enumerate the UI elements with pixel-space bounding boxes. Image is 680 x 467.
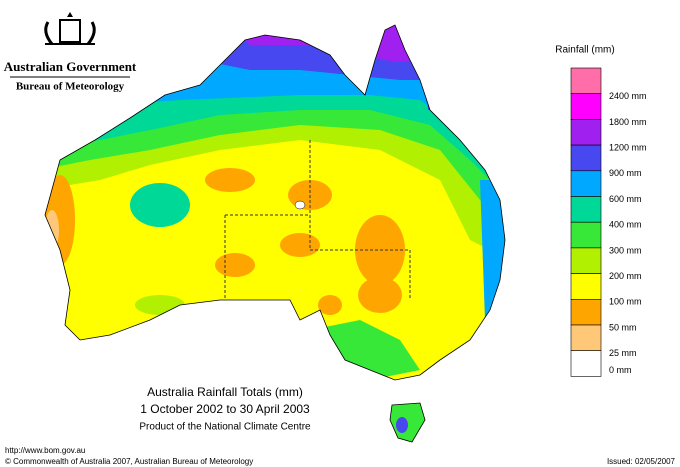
legend-label: 300 mm bbox=[609, 245, 642, 255]
map-period: 1 October 2002 to 30 April 2003 bbox=[140, 402, 310, 416]
legend-label: 600 mm bbox=[609, 194, 642, 204]
legend-swatch bbox=[570, 170, 602, 197]
coastline bbox=[44, 24, 506, 381]
map-title: Australia Rainfall Totals (mm) bbox=[147, 385, 303, 399]
legend-title: Rainfall (mm) bbox=[555, 45, 614, 56]
legend-swatch bbox=[570, 196, 602, 223]
legend-swatch bbox=[570, 247, 602, 274]
legend-swatch bbox=[570, 298, 602, 326]
legend-label: 200 mm bbox=[609, 271, 642, 281]
footer-copyright: © Commonwealth of Australia 2007, Austra… bbox=[5, 457, 253, 466]
legend-label: 2400 mm bbox=[609, 91, 647, 101]
legend-swatch bbox=[570, 324, 602, 352]
legend-swatch bbox=[570, 273, 602, 300]
legend-swatch bbox=[570, 119, 602, 146]
footer-url: http://www.bom.gov.au bbox=[5, 446, 85, 455]
bureau-name: Bureau of Meteorology bbox=[16, 81, 125, 93]
legend: 2400 mm 1800 mm 1200 mm 900 mm 600 mm 400 mm 3… bbox=[570, 67, 647, 377]
footer-issued: Issued: 02/05/2007 bbox=[607, 457, 676, 466]
legend-swatch bbox=[570, 67, 602, 95]
legend-label: 0 mm bbox=[609, 365, 632, 375]
coat-of-arms bbox=[44, 12, 96, 45]
legend-swatch bbox=[570, 350, 602, 377]
legend-label: 1200 mm bbox=[609, 142, 647, 152]
legend-label: 1800 mm bbox=[609, 117, 647, 127]
legend-label: 400 mm bbox=[609, 220, 642, 230]
legend-swatch bbox=[570, 221, 602, 249]
legend-label: 100 mm bbox=[609, 297, 642, 307]
legend-label: 50 mm bbox=[609, 322, 637, 332]
legend-label: 25 mm bbox=[609, 348, 637, 358]
legend-swatch bbox=[570, 144, 602, 172]
map-credit: Product of the National Climate Centre bbox=[139, 422, 311, 433]
legend-swatch bbox=[570, 93, 602, 120]
tasmania bbox=[389, 402, 426, 443]
legend-label: 900 mm bbox=[609, 168, 642, 178]
government-name: Australian Government bbox=[4, 59, 137, 74]
